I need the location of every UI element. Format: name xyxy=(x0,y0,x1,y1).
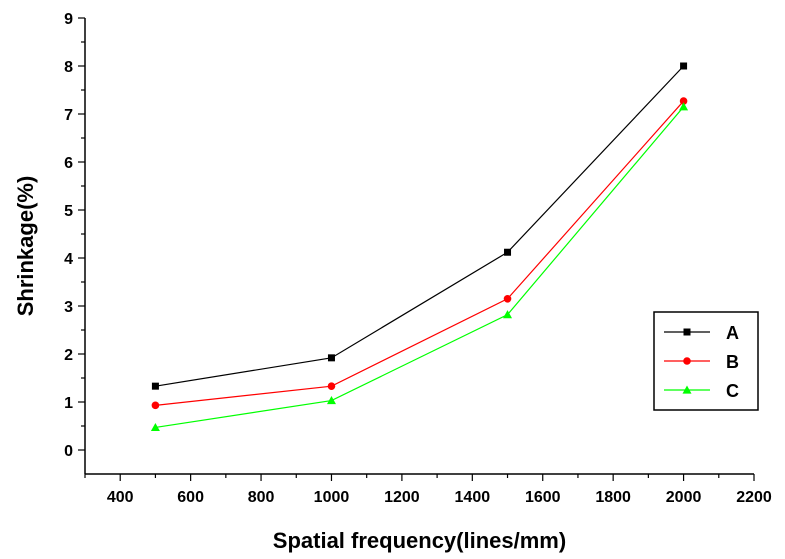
y-tick-label: 4 xyxy=(64,251,73,268)
x-tick-label: 1400 xyxy=(455,489,491,506)
data-point xyxy=(679,102,689,111)
y-tick-label: 9 xyxy=(64,11,73,28)
x-tick-label: 2000 xyxy=(666,489,702,506)
series-B xyxy=(151,97,688,410)
x-axis-title: Spatial frequency(lines/mm) xyxy=(273,528,566,553)
legend-item-B: B xyxy=(664,352,739,372)
data-point xyxy=(326,396,336,405)
data-point xyxy=(150,422,160,432)
series-line xyxy=(155,65,685,387)
legend-marker xyxy=(682,385,692,394)
legend-item-A: A xyxy=(664,323,739,343)
legend-label: C xyxy=(726,381,739,401)
series-C xyxy=(150,102,689,432)
axes: 400 600 800 1000 1200 1400 1600 1800 2000 2200 0 1 2… xyxy=(64,11,772,506)
data-point xyxy=(504,248,512,256)
legend: ABC xyxy=(653,311,759,411)
data-point xyxy=(151,382,159,390)
data-point xyxy=(503,310,513,319)
y-axis-title: Shrinkage(%) xyxy=(13,176,38,317)
data-point xyxy=(679,97,688,105)
y-tick-label: 2 xyxy=(64,347,73,364)
series-A xyxy=(151,62,688,390)
plot-area xyxy=(150,62,689,432)
legend-label: A xyxy=(726,323,739,343)
x-tick-label: 1200 xyxy=(384,489,420,506)
y-tick-label: 3 xyxy=(64,299,73,316)
legend-item-C: C xyxy=(664,381,739,401)
legend-marker xyxy=(683,328,691,336)
y-tick-label: 8 xyxy=(64,59,73,76)
series-line xyxy=(155,100,685,406)
x-tick-label: 2200 xyxy=(736,489,772,506)
legend-label: B xyxy=(726,352,739,372)
data-point xyxy=(327,382,336,390)
x-tick-label: 1000 xyxy=(314,489,350,506)
y-tick-label: 5 xyxy=(64,203,73,220)
y-tick-label: 1 xyxy=(64,395,73,412)
series-line xyxy=(155,106,685,429)
legend-marker xyxy=(683,357,691,365)
data-point xyxy=(680,62,688,70)
data-point xyxy=(327,354,335,362)
x-tick-label: 800 xyxy=(248,489,275,506)
y-tick-label: 6 xyxy=(64,155,73,172)
y-tick-label: 0 xyxy=(64,443,73,460)
y-tick-label: 7 xyxy=(64,107,73,124)
x-tick-label: 1800 xyxy=(595,489,631,506)
x-tick-label: 600 xyxy=(177,489,204,506)
x-tick-label: 400 xyxy=(107,489,134,506)
x-tick-label: 1600 xyxy=(525,489,561,506)
data-point xyxy=(151,401,160,410)
data-point xyxy=(503,295,512,303)
